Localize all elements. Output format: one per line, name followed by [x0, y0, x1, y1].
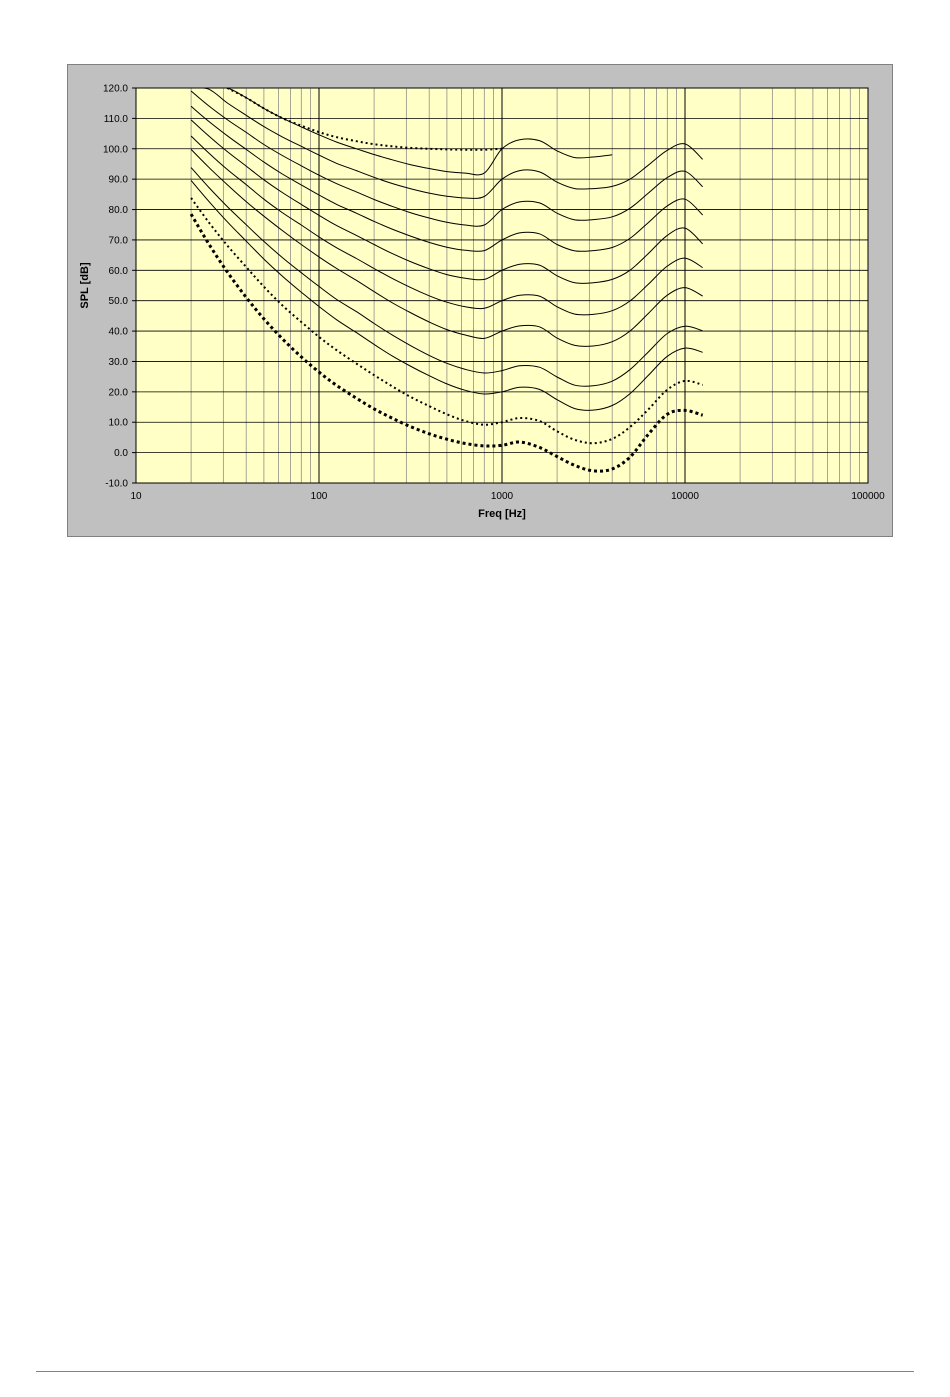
y-tick-label: 80.0 [109, 205, 129, 216]
tick-labels: 120.0110.0100.090.080.070.060.050.040.03… [103, 84, 885, 503]
x-tick-label: 100000 [851, 491, 885, 502]
y-tick-label: 50.0 [109, 296, 129, 307]
contour-curve-3 [190, 180, 703, 411]
y-axis-title: SPL [dB] [79, 262, 91, 309]
curve-layer [189, 88, 704, 473]
x-tick-label: 1000 [491, 491, 514, 502]
contour-curve-5 [190, 149, 703, 347]
contour-curve-9 [190, 90, 704, 227]
contour-curve-12 [226, 88, 503, 151]
contour-curve-10 [191, 88, 704, 199]
y-tick-label: 40.0 [109, 327, 129, 338]
y-tick-label: 10.0 [109, 418, 129, 429]
contour-curve-7 [190, 119, 704, 284]
y-tick-label: 100.0 [103, 144, 128, 155]
x-tick-label: 10000 [671, 491, 699, 502]
x-tick-label: 100 [311, 491, 328, 502]
x-tick-label: 10 [130, 491, 142, 502]
y-tick-label: -10.0 [105, 479, 128, 490]
y-tick-label: 120.0 [103, 84, 128, 95]
y-tick-label: 30.0 [109, 357, 129, 368]
y-tick-label: 60.0 [109, 266, 129, 277]
y-tick-label: 0.0 [114, 448, 128, 459]
x-axis-title: Freq [Hz] [478, 508, 526, 520]
y-tick-label: 110.0 [104, 114, 129, 125]
contour-curve-4 [190, 167, 703, 387]
chart-panel: 120.0 110.0 100.0 90.0 80.0 70.0 60.0 50.0 40.0 3… [67, 64, 893, 537]
y-tick-label: 90.0 [109, 175, 129, 186]
spl-frequency-chart: 120.0110.0100.090.080.070.060.050.040.03… [79, 84, 885, 521]
page-footer-rule [36, 1371, 914, 1372]
contour-curve-1 [189, 213, 704, 473]
y-tick-label: 70.0 [109, 235, 129, 246]
y-tick-label: 20.0 [109, 387, 129, 398]
contour-curve-6 [190, 135, 703, 316]
contour-curve-8 [190, 105, 704, 252]
